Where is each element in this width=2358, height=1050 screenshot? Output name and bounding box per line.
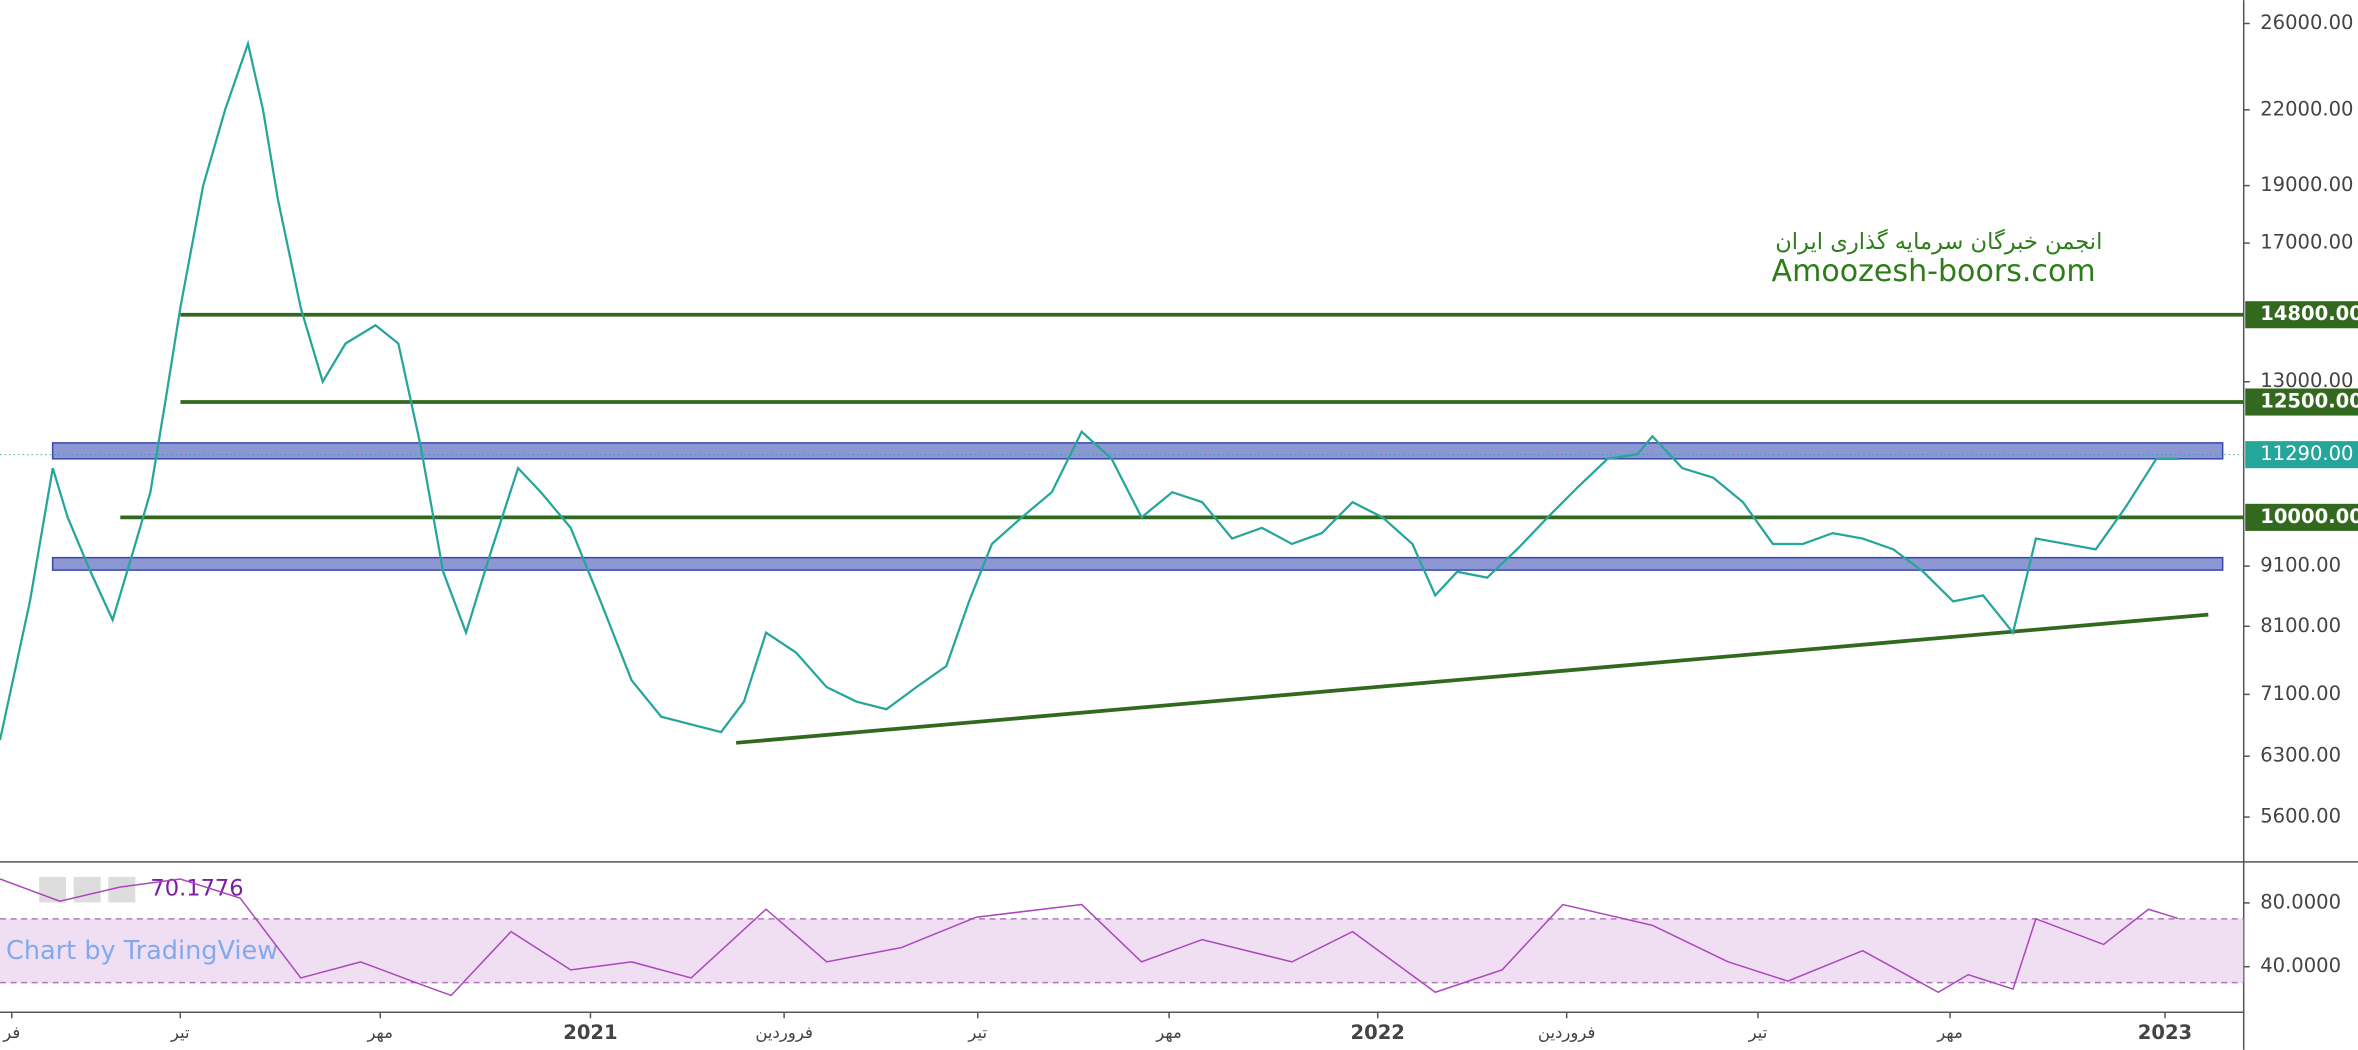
y-tick-label: 5600.00: [2260, 805, 2341, 828]
y-tick-label: 40.0000: [2260, 954, 2341, 977]
x-tick-label: مهر: [366, 1023, 393, 1043]
y-tick-label: 22000.00: [2260, 97, 2353, 120]
tool-button[interactable]: [108, 876, 136, 903]
x-tick-label: تیر: [967, 1023, 987, 1043]
support-zone: [51, 556, 2224, 571]
y-tick-label: 9100.00: [2260, 554, 2341, 577]
x-tick-label: فر: [2, 1023, 20, 1043]
y-tick-label: 13000.00: [2260, 369, 2353, 392]
y-tick-label: 26000.00: [2260, 11, 2353, 34]
x-tick-label: فروردین: [1538, 1023, 1596, 1043]
level-box: [2245, 388, 2358, 416]
watermark: Amoozesh-boors.com: [1772, 254, 2096, 289]
rsi-tools[interactable]: [39, 876, 136, 903]
x-tick-label: 2021: [563, 1021, 617, 1044]
x-tick-label: 2023: [2138, 1021, 2192, 1044]
tool-button[interactable]: [73, 876, 101, 903]
level-box: [2245, 301, 2358, 329]
price-line: [0, 878, 2179, 997]
y-tick-label: 7100.00: [2260, 682, 2341, 705]
y-tick-label: 17000.00: [2260, 231, 2353, 254]
price-line: [0, 39, 2179, 741]
x-tick-label: مهر: [1155, 1023, 1182, 1043]
trendline: [735, 612, 2209, 745]
y-tick-label: 8100.00: [2260, 614, 2341, 637]
x-tick-label: 2022: [1351, 1021, 1405, 1044]
support-zone: [51, 442, 2224, 460]
y-tick-label: 19000.00: [2260, 173, 2353, 196]
x-tick-label: تیر: [1748, 1023, 1768, 1043]
last-price-label: 11290.00: [2260, 442, 2353, 465]
x-tick-label: مهر: [1936, 1023, 1963, 1043]
rsi-value: 70.1776: [150, 875, 243, 901]
level-label: 10000.00: [2260, 505, 2358, 528]
rsi-band: [0, 918, 2244, 983]
last-price-box: [2245, 441, 2358, 469]
level-label: 12500.00: [2260, 390, 2358, 413]
level-box: [2245, 503, 2358, 531]
y-tick-label: 6300.00: [2260, 744, 2341, 767]
x-tick-label: فروردین: [755, 1023, 813, 1043]
y-tick-label: 80.0000: [2260, 890, 2341, 913]
watermark: انجمن خبرگان سرمایه گذاری ایران: [1775, 228, 2102, 255]
x-tick-label: تیر: [170, 1023, 190, 1043]
level-label: 14800.00: [2260, 302, 2358, 325]
